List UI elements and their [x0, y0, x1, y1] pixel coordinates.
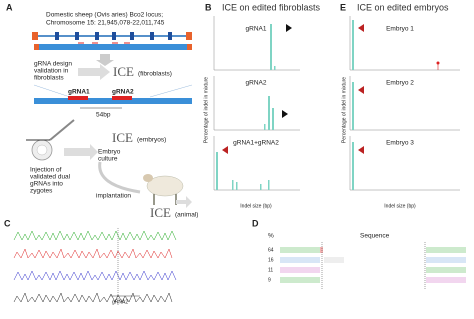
axis-label: Indel size (bp): [384, 203, 416, 209]
gene-diagram: [32, 32, 192, 66]
panel-label: A: [6, 2, 13, 12]
panel-label: C: [4, 218, 11, 228]
histogram: [349, 16, 460, 191]
locus-text: Chromosome 15: 21,945,078-22,011,745: [46, 20, 165, 27]
axis-label: Indel size (bp): [240, 203, 272, 209]
step-text: validated dual: [30, 174, 71, 181]
column-header: %: [268, 233, 274, 240]
ice-note: (fibroblasts): [138, 71, 172, 78]
distance-label: 54bp: [96, 112, 111, 119]
percent-cell: 9: [268, 277, 271, 283]
step-text: validation in: [34, 68, 69, 75]
target-diagram: [33, 84, 193, 109]
arrow: [98, 161, 141, 194]
percent-cell: 11: [268, 267, 273, 273]
percent-cell: 64: [268, 247, 274, 253]
panel-label: D: [252, 218, 259, 228]
column-header: Sequence: [360, 233, 390, 240]
step-text: culture: [98, 156, 118, 163]
grna-label: gRNA2: [112, 89, 134, 96]
sequence-alignment: [280, 242, 466, 290]
plot-title: Embryo 3: [386, 140, 414, 147]
locus-text: Domestic sheep (Ovis aries) Bco2 locus;: [46, 12, 163, 19]
step-text: zygotes: [30, 188, 53, 195]
chromatogram: [13, 228, 177, 306]
histogram: [213, 16, 300, 191]
plot-title: gRNA1: [246, 26, 267, 33]
percent-cell: 16: [268, 257, 274, 263]
step-text: Injection of: [30, 167, 62, 174]
ice-note: (embryos): [137, 137, 166, 144]
ice-label: ICE: [113, 64, 134, 79]
plot-title: gRNA1+gRNA2: [233, 140, 279, 147]
axis-label: Percentage of indel in mixture: [203, 77, 209, 143]
plot-title: Embryo 1: [386, 26, 414, 33]
ice-label: ICE: [150, 205, 171, 220]
ice-note: (animal): [175, 212, 198, 219]
panel-title: ICE on edited embryos: [357, 2, 449, 12]
marker-label: gRNA2: [112, 299, 128, 305]
axis-label: Percentage of indel in mixture: [341, 77, 347, 143]
injection-illustration: [26, 119, 98, 161]
grna-label: gRNA1: [68, 89, 90, 96]
panel-label: E: [340, 2, 346, 12]
step-text: fibroblasts: [34, 75, 64, 82]
panel-label: B: [205, 2, 212, 12]
step-text: gRNA design: [34, 61, 72, 68]
panel-title: ICE on edited fibroblasts: [222, 2, 321, 12]
plot-title: Embryo 2: [386, 80, 414, 87]
ice-label: ICE: [112, 130, 133, 145]
step-text: implantation: [96, 193, 131, 200]
arrow: [78, 64, 110, 80]
step-text: gRNAs into: [30, 181, 63, 188]
plot-title: gRNA2: [246, 80, 267, 87]
step-text: Embryo: [98, 149, 121, 156]
sheep-illustration: [143, 174, 192, 208]
